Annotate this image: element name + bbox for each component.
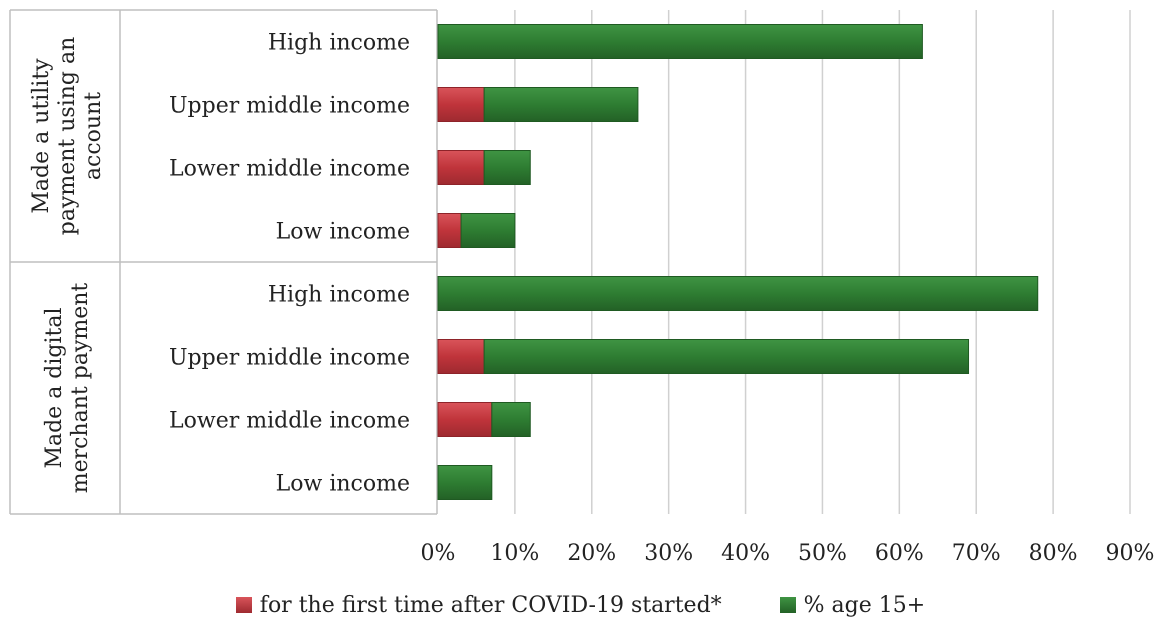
bars bbox=[437, 24, 1039, 500]
category-axis bbox=[9, 9, 438, 515]
x-tick-label: 30% bbox=[644, 541, 693, 566]
bar-first-time bbox=[437, 213, 462, 248]
legend-swatch-first-time bbox=[235, 597, 252, 613]
bar-age15 bbox=[437, 465, 493, 500]
bar-age15 bbox=[483, 150, 531, 185]
bar-first-time bbox=[437, 150, 485, 185]
category-labels: Made a utilitypayment using anaccount Hig… bbox=[29, 31, 410, 497]
x-tick-label: 70% bbox=[952, 541, 1001, 566]
legend-item-age15: % age 15+ bbox=[779, 592, 926, 618]
group-label-line: Made a utility bbox=[29, 58, 54, 214]
group-label: Made a digitalmerchant payment bbox=[42, 283, 93, 494]
legend: for the first time after COVID-19 starte… bbox=[0, 588, 1161, 622]
category-label: Upper middle income bbox=[169, 346, 410, 371]
x-tick-label: 80% bbox=[1029, 541, 1078, 566]
category-label: High income bbox=[268, 283, 410, 308]
bar-age15 bbox=[437, 276, 1039, 311]
category-label: Lower middle income bbox=[169, 409, 410, 434]
legend-swatch-age15 bbox=[779, 597, 796, 613]
group-label: Made a utilitypayment using anaccount bbox=[29, 37, 106, 236]
group-label-line: payment using an bbox=[55, 37, 80, 236]
x-tick-label: 20% bbox=[567, 541, 616, 566]
category-label: Lower middle income bbox=[169, 157, 410, 182]
category-label: Upper middle income bbox=[169, 94, 410, 119]
x-tick-label: 10% bbox=[490, 541, 539, 566]
x-tick-label: 90% bbox=[1106, 541, 1155, 566]
bar-first-time bbox=[437, 87, 485, 122]
bar-first-time bbox=[437, 402, 493, 437]
bar-age15 bbox=[460, 213, 516, 248]
bar-age15 bbox=[491, 402, 531, 437]
x-tick-label: 0% bbox=[421, 541, 456, 566]
bar-age15 bbox=[483, 87, 639, 122]
category-label: High income bbox=[268, 31, 410, 56]
gridlines bbox=[514, 10, 1131, 514]
legend-label-age15: % age 15+ bbox=[803, 592, 926, 618]
x-tick-label: 60% bbox=[875, 541, 924, 566]
x-tick-labels: 0% 10% 20% 30% 40% 50% 60% 70% 80% 90% bbox=[421, 541, 1155, 566]
x-tick-label: 50% bbox=[798, 541, 847, 566]
group-label-line: Made a digital bbox=[42, 307, 67, 468]
bar-age15 bbox=[483, 339, 970, 374]
legend-label-first-time: for the first time after COVID-19 starte… bbox=[259, 592, 722, 618]
group-label-line: account bbox=[81, 92, 106, 180]
x-tick-label: 40% bbox=[721, 541, 770, 566]
group-label-line: merchant payment bbox=[68, 283, 93, 494]
bar-age15 bbox=[437, 24, 923, 59]
legend-item-first-time: for the first time after COVID-19 starte… bbox=[235, 592, 722, 618]
category-label: Low income bbox=[276, 472, 410, 497]
category-label: Low income bbox=[276, 220, 410, 245]
bar-first-time bbox=[437, 339, 485, 374]
